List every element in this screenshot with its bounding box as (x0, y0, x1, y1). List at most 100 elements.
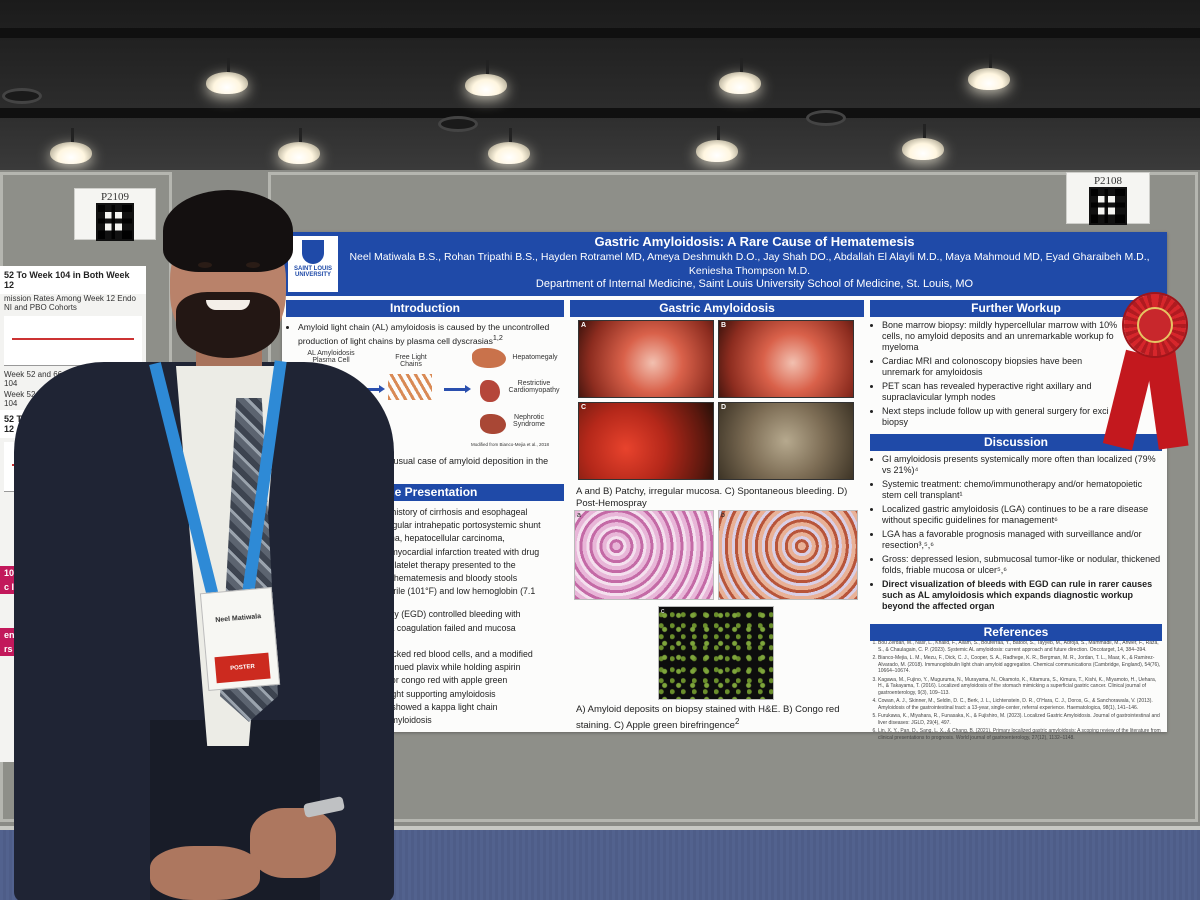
ceiling-light (696, 126, 738, 162)
endoscopy-caption: A and B) Patchy, irregular mucosa. C) Sp… (576, 486, 848, 509)
histology-image: b (718, 510, 858, 600)
workup-bullet: PET scan has revealed hyperactive right … (882, 381, 1122, 403)
heart-icon (480, 380, 500, 402)
case-line: sitive for congo red with apple green (366, 675, 508, 686)
amyloidosis-diagram: AL Amyloidosis Plasma Cell Free Light Ch… (290, 344, 560, 454)
ceiling-light (968, 54, 1010, 90)
reference-item: Furukawa, K., Miyahara, R., Funasaka, K.… (878, 713, 1162, 726)
gastric-heading: Gastric Amyloidosis (570, 300, 864, 317)
research-poster: SAINT LOUIS UNIVERSITY Gastric Amyloidos… (282, 232, 1167, 741)
diagram-label-plasma: AL Amyloidosis Plasma Cell (307, 350, 355, 364)
booth-label-left: P2109 (74, 188, 156, 241)
logo-text: SAINT LOUIS UNIVERSITY (293, 266, 332, 278)
neighbor-poster-heading: c Impro (0, 580, 146, 594)
case-line: g AL amyloidosis (366, 715, 432, 726)
reference-item: Lin, X. Y., Pan, D., Sang, L. X., & Chan… (878, 728, 1162, 741)
endoscopy-image: C (578, 402, 714, 480)
intro-bullet: Amyloid light chain (AL) amyloidosis is … (298, 322, 550, 346)
ceiling-light (50, 128, 92, 164)
image-letter: C (581, 404, 587, 411)
reference-item: Bou Zerdan, M., Nasr, L., Khalid, F., Al… (878, 640, 1162, 653)
workup-text: Bone marrow biopsy: mildly hypercellular… (872, 320, 1122, 431)
booth-number: P2108 (1093, 175, 1123, 187)
case-line (366, 598, 566, 608)
image-letter: b (721, 512, 725, 519)
neighbor-poster-text: mission Rates Among Week 12 Endo NI and … (4, 294, 136, 312)
floor-edge (0, 826, 1200, 832)
qr-code-icon (1089, 187, 1127, 225)
references-list: Bou Zerdan, M., Nasr, L., Khalid, F., Al… (870, 640, 1162, 743)
case-line: nt with hematemesis and bloody stools (366, 573, 518, 584)
university-logo: SAINT LOUIS UNIVERSITY (288, 236, 338, 292)
neighbor-poster-heading: end Hos (0, 628, 146, 642)
introduction-heading: Introduction (286, 300, 564, 317)
qr-code-icon (96, 203, 134, 241)
reference-item: Kagawa, M., Fujino, Y., Muguruma, N., Mu… (878, 677, 1162, 697)
neighbor-poster-text: Week 52 and 61.0% (25/41) at Week 104 (4, 390, 135, 408)
plasma-cell-icon (316, 378, 356, 400)
award-rosette-center (1137, 307, 1173, 343)
case-line: nt continued plavix while holding aspiri… (366, 662, 521, 673)
reference-item: Bianco-Mejia, L. M., Mezu, F., Dick, C. … (878, 655, 1162, 675)
booth-label-right: P2108 (1066, 172, 1150, 225)
references-heading: References (870, 624, 1162, 641)
reference-item: Cowan, A. J., Skinner, M., Seldin, D. C.… (878, 698, 1162, 711)
neighbor-poster: 52 To Week 104 in Both Week 12 mission R… (0, 266, 146, 762)
endoscopy-image: B (718, 320, 854, 398)
histology-caption-sup: 2 (734, 717, 740, 726)
case-line: e with history of cirrhosis and esophage… (366, 507, 528, 517)
introduction-tail: t an unusual case of amyloid deposition … (366, 456, 549, 466)
case-line: transjugular intrahepatic portosystemic … (366, 520, 541, 531)
ceiling-beam (0, 108, 1200, 118)
ceiling-vent (438, 116, 478, 132)
neighbor-poster-chart (4, 442, 142, 492)
discussion-bullet: Systemic treatment: chemo/immunotherapy … (882, 479, 1162, 501)
poster-title: Gastric Amyloidosis: A Rare Cause of Hem… (594, 234, 915, 249)
image-letter: B (721, 322, 727, 329)
case-line: scopy showed a kappa light chain (366, 701, 498, 712)
neighbor-poster-heading: 52 To Week 104 in Both Week 12 (0, 266, 146, 294)
case-line: M), febrile (101°F) and low hemoglobin (… (366, 586, 536, 597)
histology-caption: A) Amyloid deposits on biopsy stained wi… (576, 704, 866, 732)
light-chains-icon (388, 374, 432, 400)
ceiling (0, 0, 1200, 170)
neighbor-poster-text: Week 52 and 66.7% (22/33) at Week 104 (4, 370, 135, 388)
ceiling-vent (806, 110, 846, 126)
arrow-icon (444, 385, 471, 393)
workup-bullet: Cardiac MRI and colonoscopy biopsies hav… (882, 356, 1122, 378)
intro-bullet-sup: 1,2 (492, 334, 503, 342)
ceiling-light (278, 128, 320, 164)
image-letter: A (581, 322, 587, 329)
carpet-floor (0, 830, 1200, 900)
neighbor-poster-heading: 104 Effic (0, 566, 146, 580)
case-line: plasma coagulation failed and mucosa (366, 622, 516, 633)
ceiling-light (902, 124, 944, 160)
ceiling-vent (2, 88, 42, 104)
booth-number: P2109 (100, 191, 130, 203)
workup-bullet: Bone marrow biopsy: mildly hypercellular… (882, 320, 1122, 353)
ceiling-light (465, 60, 507, 96)
discussion-bold-bullet: Direct visualization of bleeds with EGD … (882, 579, 1162, 612)
discussion-bullet: Localized gastric amyloidosis (LGA) cont… (882, 504, 1162, 526)
endoscopy-image: D (718, 402, 854, 480)
image-letter: a (577, 512, 581, 519)
histology-image: a (574, 510, 714, 600)
shield-icon (302, 240, 324, 264)
ceiling-light (206, 58, 248, 94)
case-line: rized light supporting amyloidosis (366, 688, 496, 699)
diagram-label-organ: Restrictive Cardiomyopathy (508, 380, 560, 394)
endoscopy-image: A (578, 320, 714, 398)
diagram-label-organ: Hepatomegaly (512, 354, 558, 361)
birefringence-image: c (658, 606, 774, 700)
discussion-bullet: Gross: depressed lesion, submucosal tumo… (882, 554, 1162, 576)
case-heading: Case Presentation (286, 484, 564, 501)
poster-header: SAINT LOUIS UNIVERSITY Gastric Amyloidos… (282, 232, 1167, 296)
case-line: and a myocardial infarction treated with… (366, 546, 540, 557)
image-letter: D (721, 404, 727, 411)
diagram-label-organ: Nephrotic Syndrome (513, 414, 545, 428)
discussion-bullet: GI amyloidosis presents systemically mor… (882, 454, 1162, 476)
diagram-credit: Modified from Bianco-Mejia et al., 2018 (470, 442, 550, 447)
case-text: e with history of cirrhosis and esophage… (366, 506, 566, 727)
workup-heading: Further Workup (870, 300, 1162, 317)
diagram-label-chains: Free Light Chains (395, 354, 427, 368)
